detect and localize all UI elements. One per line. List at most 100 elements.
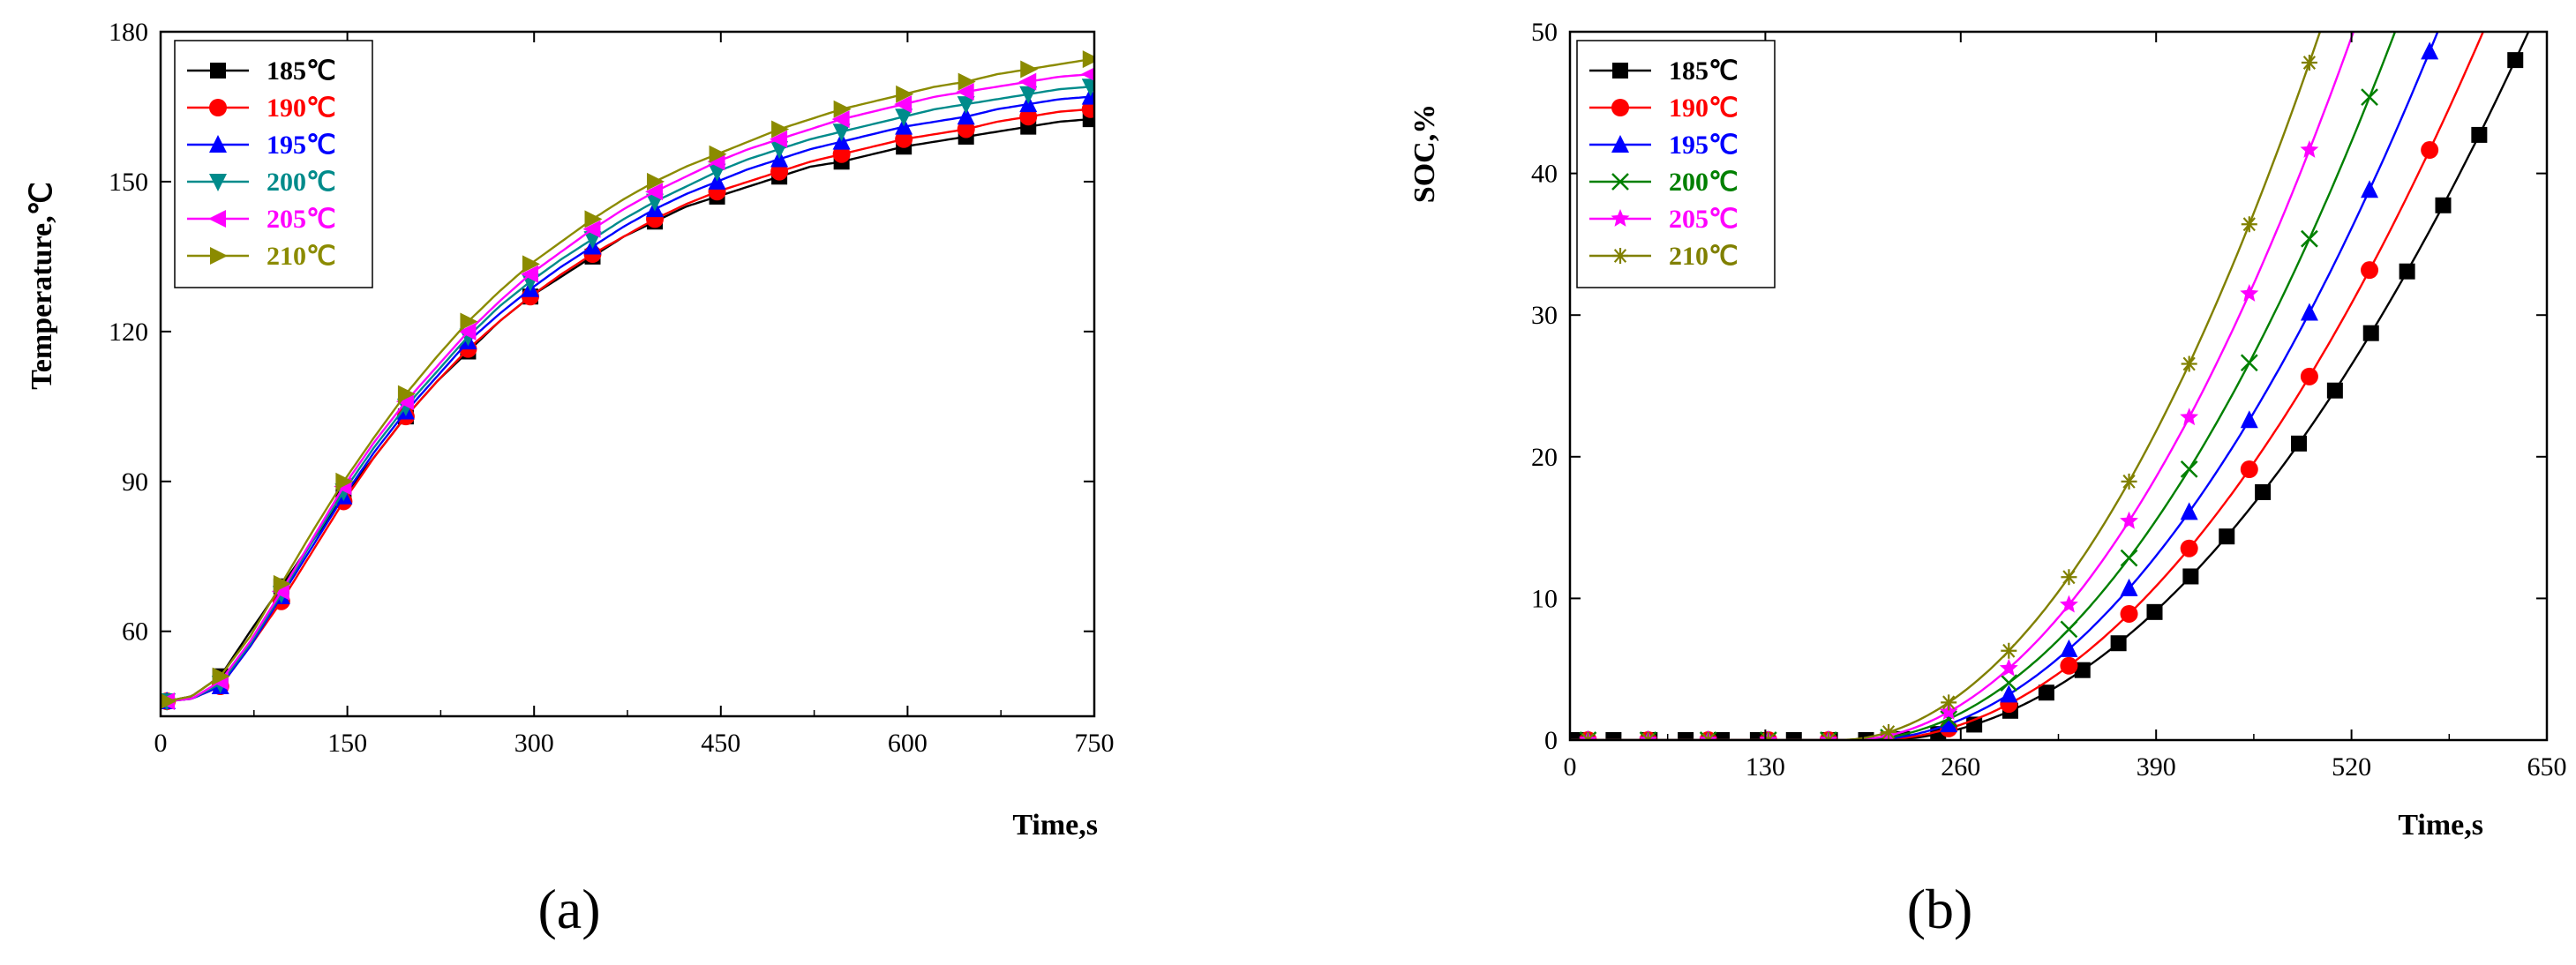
y-tick-label: 50	[1531, 18, 1558, 47]
series-point	[161, 692, 177, 710]
series-point	[2000, 684, 2018, 703]
series-point	[833, 100, 852, 118]
x-tick-label: 750	[1075, 729, 1115, 758]
series-point	[2435, 197, 2452, 213]
series-point	[709, 145, 727, 163]
series-point	[522, 255, 540, 273]
series-point	[2507, 52, 2524, 69]
series-point	[1678, 732, 1694, 740]
series-point	[2182, 568, 2199, 585]
legend-entry: 195℃	[1669, 131, 1739, 160]
legend-marker	[209, 174, 227, 191]
series-point	[273, 574, 291, 593]
series-point	[770, 130, 788, 148]
series-point	[2421, 141, 2439, 160]
series-point	[1785, 732, 1802, 740]
series-point	[956, 82, 974, 101]
y-tick-label: 0	[1544, 726, 1558, 755]
chart-b: 0 130 260 390 520 650 0 10 20 30 40 50 Time,s SOC,% 18…	[1408, 18, 2567, 940]
x-axis-label: Time,s	[2398, 809, 2483, 842]
series-point	[1081, 79, 1094, 97]
series-point	[2326, 382, 2343, 399]
series-point	[1858, 732, 1874, 740]
series-line	[1570, 32, 2530, 740]
y-tick-label: 150	[109, 168, 148, 197]
series-point	[2120, 578, 2138, 596]
series-point	[1749, 732, 1766, 740]
y-tick-label: 180	[109, 18, 148, 47]
x-axis-label: Time,s	[1012, 809, 1098, 842]
legend-box	[174, 40, 373, 288]
series-point	[1714, 732, 1731, 740]
series-point	[460, 312, 478, 331]
series-point	[2361, 180, 2379, 198]
y-tick-label: 120	[109, 318, 148, 347]
series-point	[458, 322, 477, 340]
series-point	[832, 145, 851, 163]
series-point	[2180, 502, 2198, 520]
series-point	[647, 172, 665, 191]
legend-entry: 200℃	[1669, 168, 1739, 197]
series-point	[1019, 86, 1038, 104]
series-point	[2001, 642, 2017, 659]
legend-marker	[1612, 63, 1628, 79]
series-point	[2120, 549, 2138, 567]
legend: 185℃ 190℃ 195℃ 200℃ 205℃ 210℃	[174, 40, 373, 288]
series-point	[2120, 604, 2138, 623]
series-line	[161, 95, 1094, 707]
series-point	[2146, 603, 2163, 620]
series-point	[2301, 229, 2318, 248]
series-point	[895, 130, 913, 148]
series-point	[1080, 67, 1094, 81]
legend-marker	[209, 99, 227, 116]
series-point	[2181, 355, 2197, 372]
series-point	[895, 108, 913, 127]
legend-entry: 200℃	[267, 168, 336, 197]
legend-marker	[1611, 135, 1629, 153]
y-tick-label: 40	[1531, 160, 1558, 189]
series-point	[771, 120, 790, 138]
series-point	[894, 95, 912, 114]
series-line	[161, 108, 1094, 707]
series-line	[1570, 32, 2355, 740]
series-point	[2180, 539, 2198, 557]
series-point	[2301, 55, 2317, 71]
series-point	[2110, 635, 2127, 652]
legend-entry: 210℃	[267, 242, 336, 271]
x-tick-label: 390	[2137, 752, 2176, 782]
series-point	[2300, 303, 2318, 321]
legend-entry: 205℃	[267, 205, 336, 234]
series-point	[584, 210, 603, 228]
legend-box	[1576, 40, 1776, 288]
series-point	[2421, 41, 2439, 60]
series-point	[1019, 108, 1038, 126]
series-point	[957, 96, 975, 115]
chart-a: 0 150 300 450 600 750 60 90 120 150 180 Time,s Tempe…	[26, 18, 1115, 940]
legend: 185℃ 190℃ 195℃ 200℃ 205℃ 210℃	[1576, 40, 1776, 288]
series-point	[1018, 72, 1037, 91]
x-tick-label: 150	[327, 729, 367, 758]
x-tick-label: 450	[701, 729, 740, 758]
series-point	[957, 120, 975, 138]
legend-marker	[210, 247, 228, 265]
series-line	[1570, 32, 2439, 740]
series-point	[2060, 620, 2078, 639]
series-line	[161, 58, 1094, 707]
series-point	[2255, 483, 2272, 500]
legend-marker	[1611, 173, 1629, 191]
series-point	[832, 123, 851, 142]
legend-marker	[210, 63, 226, 79]
y-tick-label: 60	[122, 617, 148, 647]
series-point	[770, 162, 789, 181]
series-point	[1082, 50, 1094, 69]
series-point	[958, 72, 976, 91]
panel-label: (a)	[537, 878, 600, 940]
panel-label: (b)	[1907, 878, 1973, 940]
series-point	[212, 667, 230, 685]
series-line	[1570, 32, 2322, 740]
series-point	[2290, 435, 2307, 452]
series-point	[2120, 511, 2138, 529]
x-tick-label: 650	[2527, 752, 2567, 782]
legend-entry: 210℃	[1669, 242, 1739, 271]
